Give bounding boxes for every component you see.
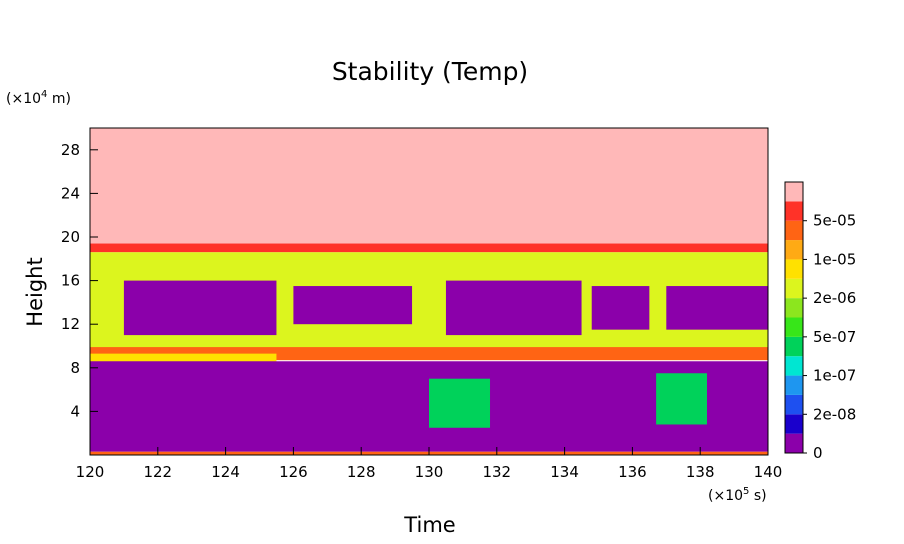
- colorbar-swatch: [785, 433, 803, 453]
- colorbar-swatch: [785, 182, 803, 202]
- y-axis-title: Height: [23, 257, 47, 326]
- colorbar-swatch: [785, 375, 803, 395]
- contour-region-4: [293, 286, 413, 325]
- x-tick-label: 130: [415, 463, 444, 481]
- x-tick-label: 126: [279, 463, 308, 481]
- contour-region-11: [429, 378, 491, 428]
- y-tick-label: 8: [70, 359, 80, 377]
- contour-region-5: [445, 280, 582, 336]
- colorbar-label: 0: [813, 444, 823, 462]
- colorbar: 0 2e-08 1e-07 5e-07 2e-06 1e-05 5e-05: [784, 181, 856, 462]
- colorbar-swatch: [785, 414, 803, 434]
- x-tick-label: 120: [76, 463, 105, 481]
- colorbar-frame: [784, 181, 804, 454]
- colorbar-swatch: [785, 298, 803, 318]
- contour-region-3: [123, 280, 277, 336]
- colorbar-label: 5e-07: [813, 328, 856, 346]
- contour-region-12: [656, 373, 707, 425]
- x-tick-label: 138: [686, 463, 715, 481]
- contour-region-7: [666, 286, 768, 330]
- colorbar-swatch: [785, 336, 803, 357]
- x-axis-title: Time: [403, 513, 455, 537]
- colorbar-swatch: [785, 240, 803, 260]
- x-tick-label: 122: [143, 463, 172, 481]
- contour-region-1: [90, 243, 768, 253]
- x-tick-label: 124: [211, 463, 240, 481]
- contour-region-0: [90, 128, 768, 246]
- x-tick-label: 134: [550, 463, 579, 481]
- y-axis: 4 8 12 16 20 24 28: [61, 141, 98, 420]
- colorbar-swatch: [785, 394, 803, 415]
- colorbar-swatch: [785, 201, 803, 221]
- y-tick-label: 28: [61, 141, 80, 159]
- colorbar-swatch: [785, 259, 803, 279]
- colorbar-label: 5e-05: [813, 212, 856, 230]
- x-tick-label: 140: [754, 463, 783, 481]
- colorbar-swatch: [785, 220, 803, 241]
- colorbar-label: 2e-06: [813, 289, 856, 307]
- colorbar-label: 2e-08: [813, 405, 856, 423]
- y-unit-label: (×104 m): [6, 89, 71, 107]
- y-tick-label: 20: [61, 228, 80, 246]
- x-axis: 120 122 124 126 128 130 132 134 136 138 140: [76, 447, 783, 481]
- contour-region-6: [591, 286, 650, 330]
- colorbar-label: 1e-07: [813, 367, 856, 385]
- colorbar-swatch: [785, 317, 803, 337]
- colorbar-swatch: [785, 278, 803, 299]
- x-tick-label: 128: [347, 463, 376, 481]
- y-tick-label: 4: [70, 402, 80, 420]
- x-tick-label: 136: [618, 463, 647, 481]
- y-tick-label: 12: [61, 315, 80, 333]
- colorbar-label: 1e-05: [813, 250, 856, 268]
- chart-title: Stability (Temp): [332, 57, 528, 86]
- y-tick-label: 24: [61, 184, 80, 202]
- colorbar-swatch: [785, 356, 803, 376]
- plot-area: [90, 128, 768, 455]
- x-tick-label: 132: [482, 463, 511, 481]
- y-tick-label: 16: [61, 272, 80, 290]
- x-unit-label: (×105 s): [708, 486, 767, 504]
